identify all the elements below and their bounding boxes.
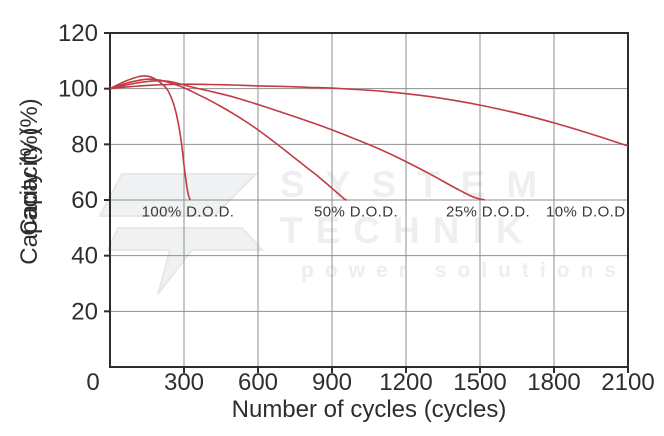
watermark-lightning-logo-icon: [98, 173, 265, 295]
x-tick-label: 1500: [453, 369, 506, 396]
curve-100-d-o-d: [109, 75, 191, 201]
x-tick-label: 1800: [527, 369, 580, 396]
watermark-text-system: SYSTEM: [280, 164, 559, 205]
tick-labels: 0 300 600 900 1200 1500 1800 2100 20 40 60 80 100 120: [58, 20, 655, 396]
tick-marks: [104, 32, 629, 373]
curve-25-d-o-d: [109, 79, 486, 201]
x-tick-label: 300: [164, 369, 204, 396]
y-tick-label: 100: [58, 76, 98, 103]
y-tick-label: 40: [71, 243, 98, 270]
x-tick-label: 600: [238, 369, 278, 396]
curve-10-d-o-d: [109, 83, 629, 147]
x-tick-label: 1200: [379, 369, 432, 396]
x-tick-label: 900: [312, 369, 352, 396]
curves: [109, 75, 629, 201]
y-tick-label: 80: [71, 131, 98, 158]
watermark-text-technik: TECHNIK: [280, 210, 536, 251]
gridlines: [110, 33, 628, 367]
watermark-text-power-solutions: power solutions: [301, 259, 628, 282]
y-tick-label: 60: [71, 187, 98, 214]
x-tick-label: 0: [86, 369, 99, 396]
y-tick-label: 20: [71, 298, 98, 325]
x-tick-label: 2100: [601, 369, 654, 396]
curve-50-d-o-d: [109, 78, 348, 201]
y-tick-label: 120: [58, 20, 98, 47]
